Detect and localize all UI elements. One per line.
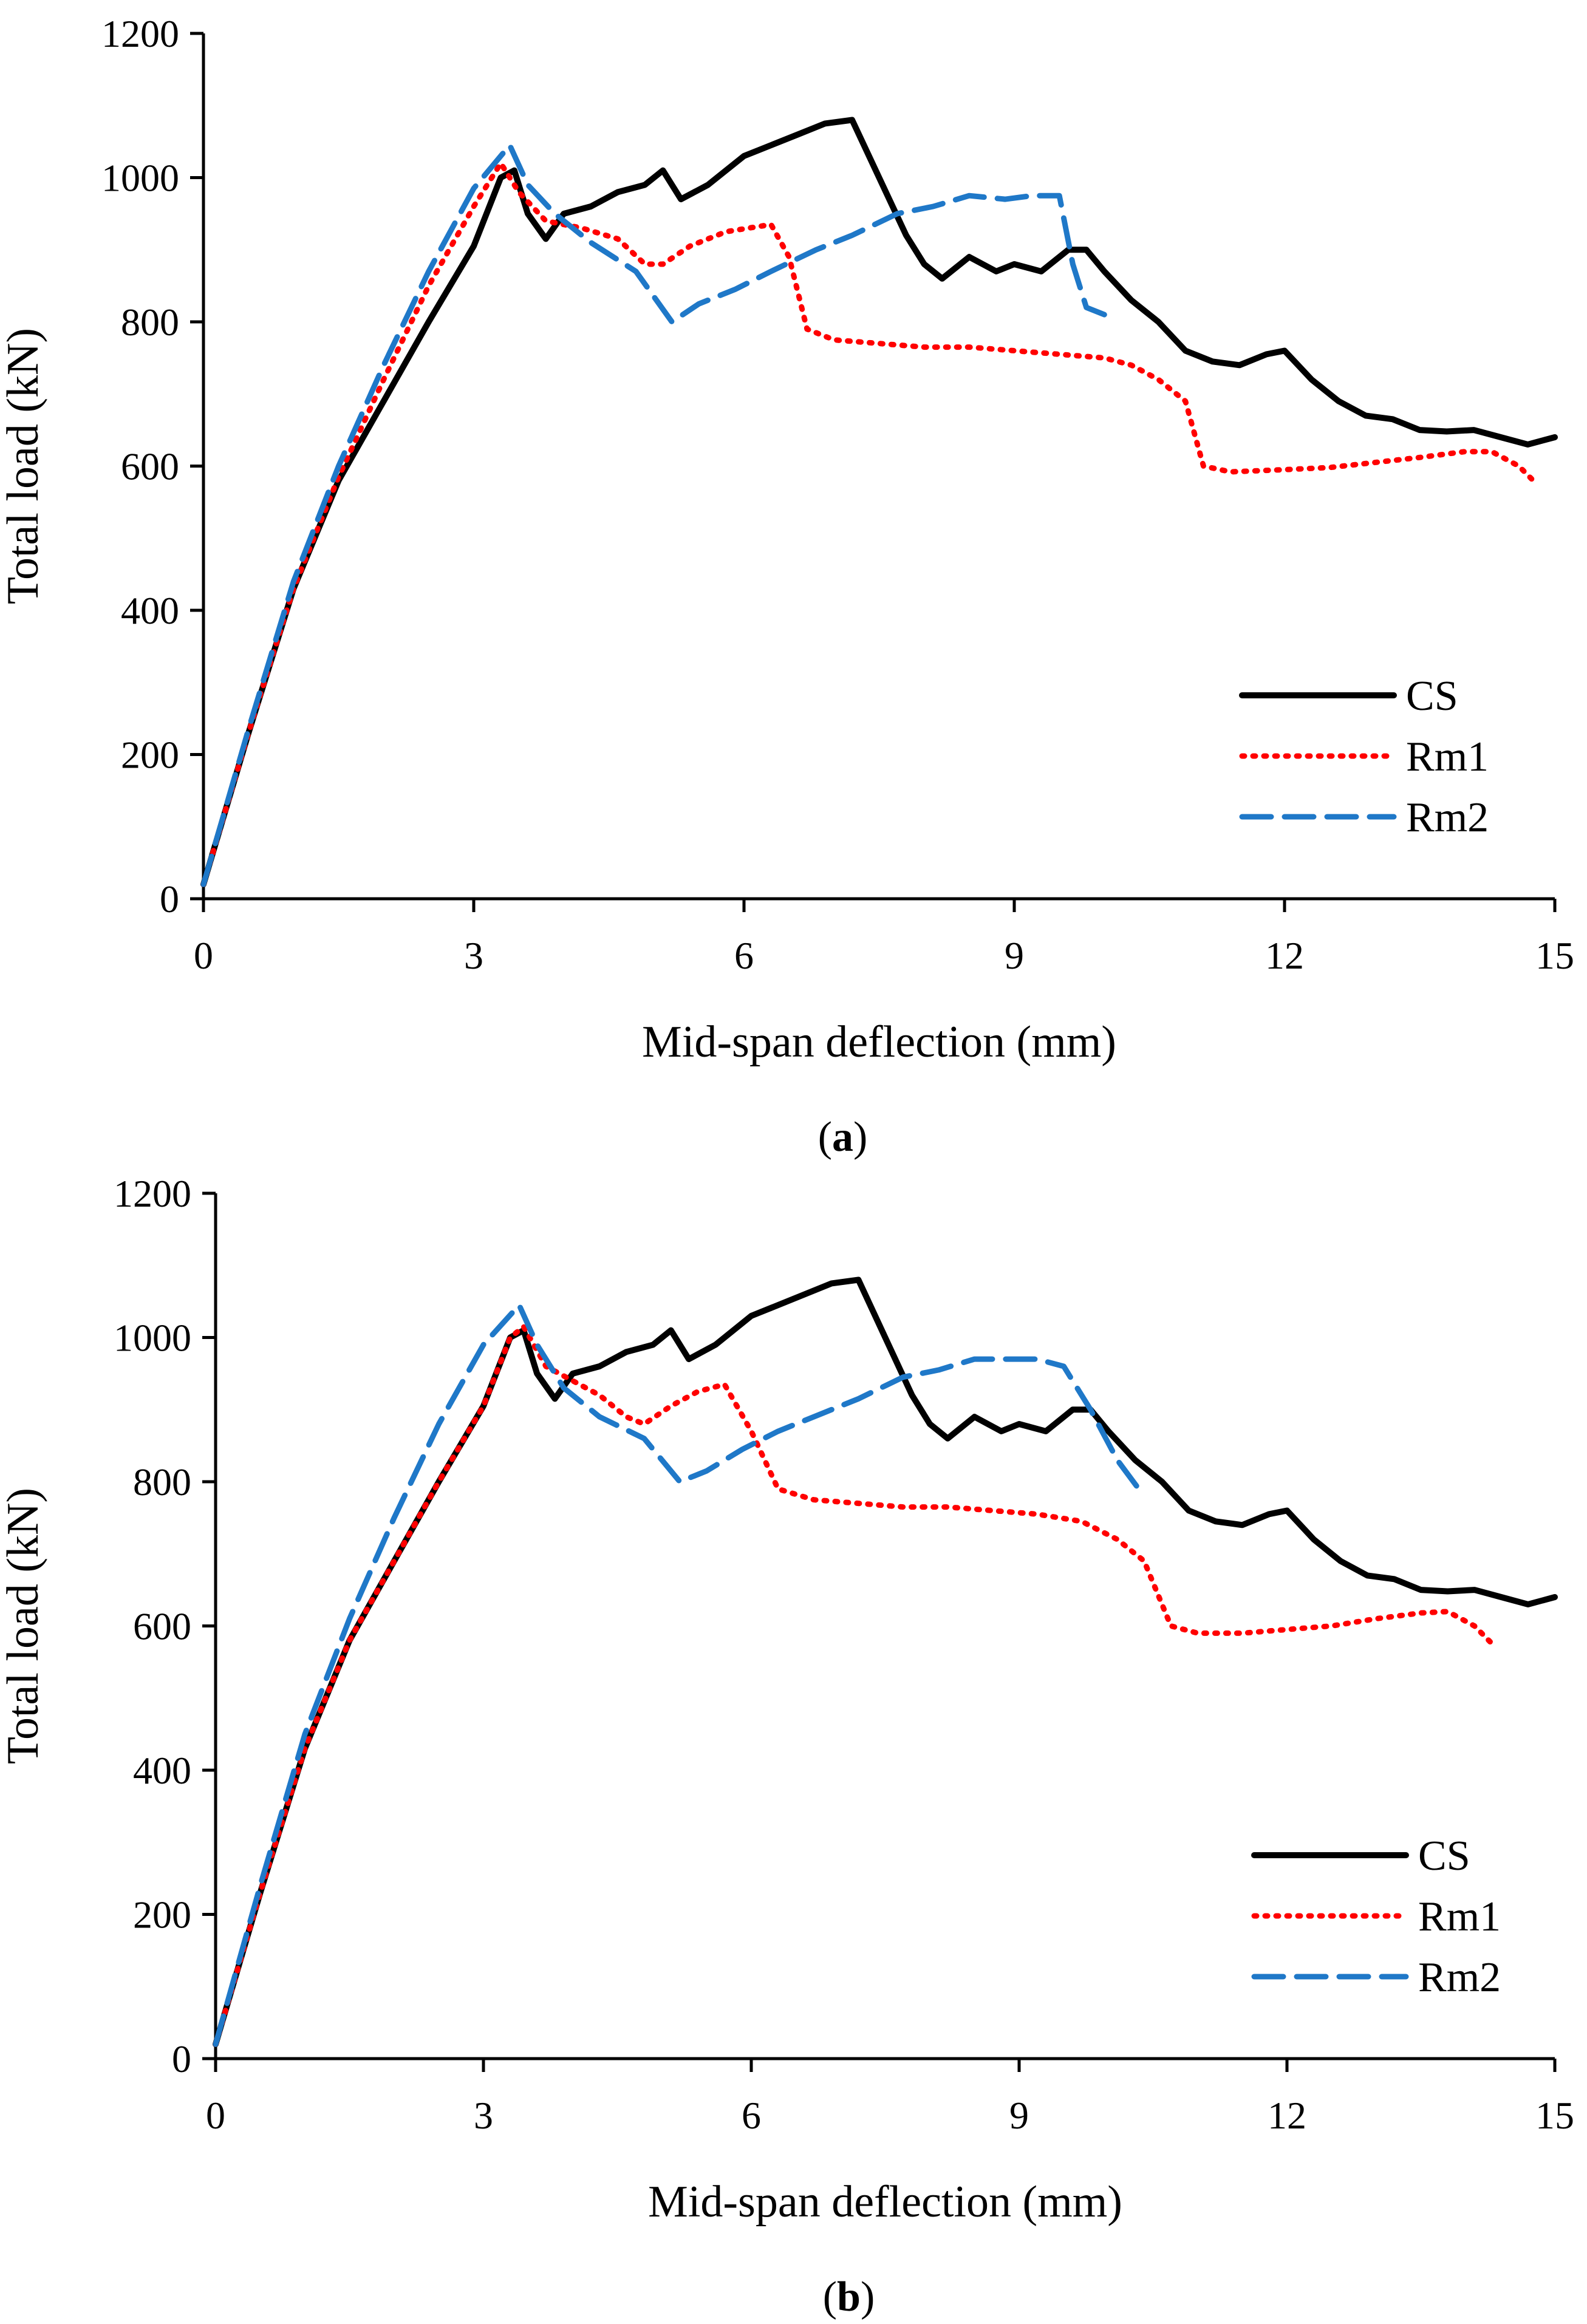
series-line-cs [200,117,1558,888]
x-tick-label: 9 [1005,934,1024,977]
legend-label-rm2: Rm2 [1406,794,1489,841]
y-tick-label: 1200 [114,1172,191,1215]
y-tick-label: 800 [121,301,179,344]
legend-label-rm1: Rm1 [1418,1893,1501,1940]
y-tick-label: 1000 [101,157,179,200]
x-tick-label: 12 [1268,2094,1306,2137]
y-tick-label: 200 [121,734,179,777]
series-line-rm2 [200,142,1107,887]
y-tick-label: 600 [133,1605,191,1648]
series-line-rm2 [213,1302,1147,2047]
legend-label-cs: CS [1406,673,1458,720]
y-tick-label: 800 [133,1460,191,1504]
x-tick-label: 0 [206,2094,225,2137]
chart-panel-a: 0 200 400 600 800 1000 1200 0 3 6 9 12 15 Mid-span de… [0,12,1574,1160]
chart-panel-b: 0 200 400 600 800 1000 1200 0 3 6 9 12 15 Mid-span de… [0,1172,1574,2320]
x-tick-label: 3 [464,934,483,977]
y-tick-label: 600 [121,445,179,488]
y-tick-label: 400 [133,1749,191,1792]
y-axis-title: Total load (kN) [0,1488,48,1764]
y-tick-label: 400 [121,589,179,632]
x-tick-label: 3 [474,2094,493,2137]
x-axis-title: Mid-span deflection (mm) [642,1017,1116,1067]
x-tick-label: 15 [1535,2094,1574,2137]
y-tick-label: 0 [160,877,179,921]
panel-caption: (a) [818,1114,868,1160]
x-tick-label: 6 [734,934,754,977]
series-line-rm1 [200,160,1540,887]
series-line-rm1 [213,1324,1495,2047]
legend-label-cs: CS [1418,1833,1470,1879]
y-tick-label: 200 [133,1893,191,1937]
y-axis-title: Total load (kN) [0,328,48,604]
x-axis-title: Mid-span deflection (mm) [648,2177,1122,2227]
y-tick-label: 1000 [114,1317,191,1360]
y-tick-label: 0 [172,2037,191,2080]
x-tick-label: 6 [742,2094,761,2137]
x-tick-label: 12 [1265,934,1304,977]
x-tick-label: 0 [194,934,213,977]
y-tick-label: 1200 [101,12,179,55]
x-tick-label: 9 [1009,2094,1029,2137]
panel-caption: (b) [823,2274,875,2320]
x-tick-label: 15 [1535,934,1574,977]
legend-label-rm1: Rm1 [1406,734,1489,780]
legend-label-rm2: Rm2 [1418,1954,1501,2001]
series-line-cs [213,1276,1558,2048]
